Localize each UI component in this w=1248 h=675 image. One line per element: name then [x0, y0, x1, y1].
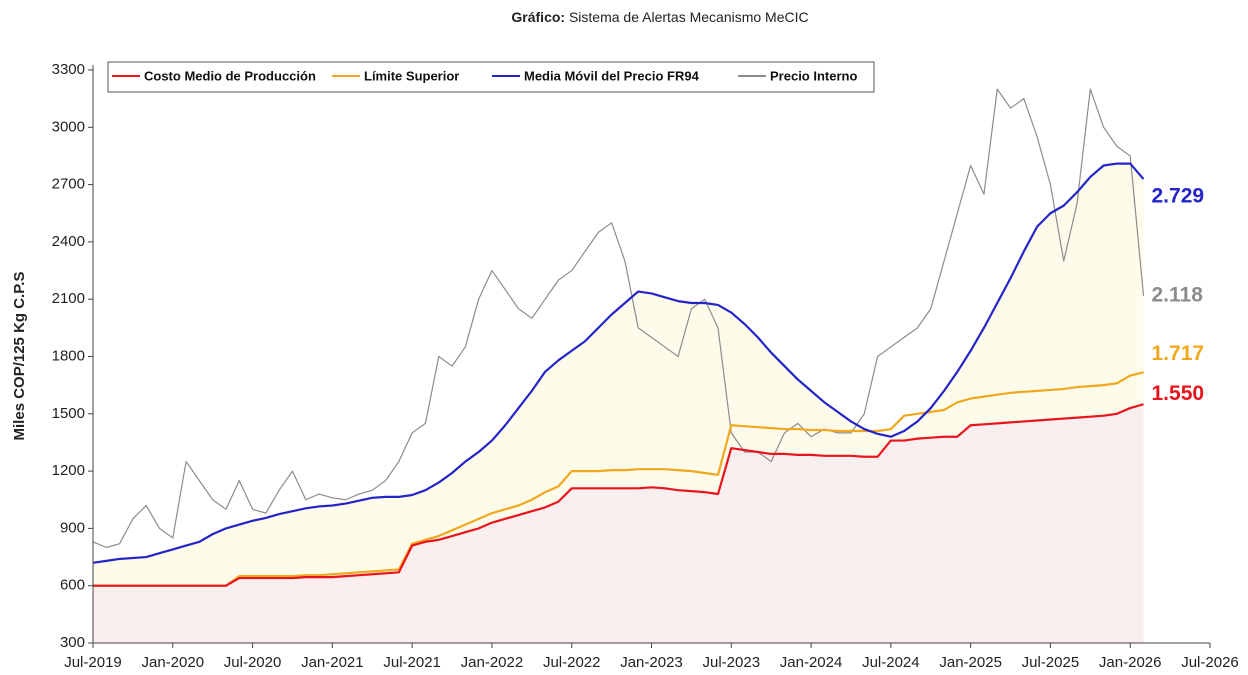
- end-label: 2.729: [1152, 185, 1205, 208]
- end-label: 1.717: [1152, 342, 1205, 365]
- title-prefix: Gráfico:: [511, 9, 565, 25]
- y-tick-label: 300: [60, 634, 85, 651]
- x-tick-label: Jan-2020: [142, 654, 205, 671]
- series-line: [92, 162, 1145, 564]
- y-tick-label: 3000: [52, 118, 85, 135]
- series-line: [93, 371, 1144, 587]
- series-line: [92, 88, 1145, 549]
- x-tick-label: Jul-2021: [383, 654, 441, 671]
- y-tick-label: 3300: [52, 61, 85, 78]
- x-tick-label: Jan-2021: [301, 654, 364, 671]
- x-tick-label: Jan-2026: [1099, 654, 1162, 671]
- y-tick-label: 1200: [52, 462, 85, 479]
- y-tick-label: 1500: [52, 405, 85, 422]
- chart-title: Gráfico: Sistema de Alertas Mecanismo Me…: [511, 9, 808, 25]
- area: [93, 404, 1144, 643]
- y-tick-label: 900: [60, 519, 85, 536]
- x-tick-label: Jul-2019: [64, 654, 122, 671]
- x-tick-label: Jan-2024: [780, 654, 843, 671]
- axes: 300 600 900 1200 1500 1800 2100 2400 2700 3000 330…: [52, 61, 1239, 671]
- x-tick-label: Jul-2022: [543, 654, 601, 671]
- legend-label: Precio Interno: [770, 68, 857, 83]
- y-tick-label: 2100: [52, 290, 85, 307]
- x-tick-label: Jan-2025: [939, 654, 1002, 671]
- legend: Costo Medio de Producción Límite Superior…: [107, 61, 875, 93]
- x-tick-label: Jul-2025: [1022, 654, 1080, 671]
- legend-items: Costo Medio de Producción Límite Superior…: [112, 68, 857, 83]
- y-tick-label: 600: [60, 577, 85, 594]
- legend-label: Límite Superior: [364, 68, 459, 83]
- y-tick-label: 2700: [52, 176, 85, 193]
- x-tick-label: Jul-2020: [224, 654, 282, 671]
- legend-label: Media Móvil del Precio FR94: [524, 68, 700, 83]
- lines: 2.118 1.717 1.550 2.729: [92, 88, 1205, 587]
- y-axis-label: Miles COP/125 Kg C.P.S: [11, 272, 28, 441]
- series-line: [93, 403, 1144, 587]
- end-label: 2.118: [1152, 283, 1204, 306]
- x-tick-label: Jul-2024: [862, 654, 920, 671]
- x-tick-label: Jul-2023: [703, 654, 761, 671]
- x-tick-label: Jan-2022: [461, 654, 524, 671]
- title-text: Sistema de Alertas Mecanismo MeCIC: [569, 9, 809, 25]
- x-tick-label: Jul-2026: [1181, 654, 1239, 671]
- areas: [93, 163, 1144, 643]
- x-tick-label: Jan-2023: [620, 654, 683, 671]
- legend-label: Costo Medio de Producción: [144, 68, 316, 83]
- y-tick-label: 1800: [52, 347, 85, 364]
- y-tick-label: 2400: [52, 233, 85, 250]
- end-label: 1.550: [1152, 382, 1205, 405]
